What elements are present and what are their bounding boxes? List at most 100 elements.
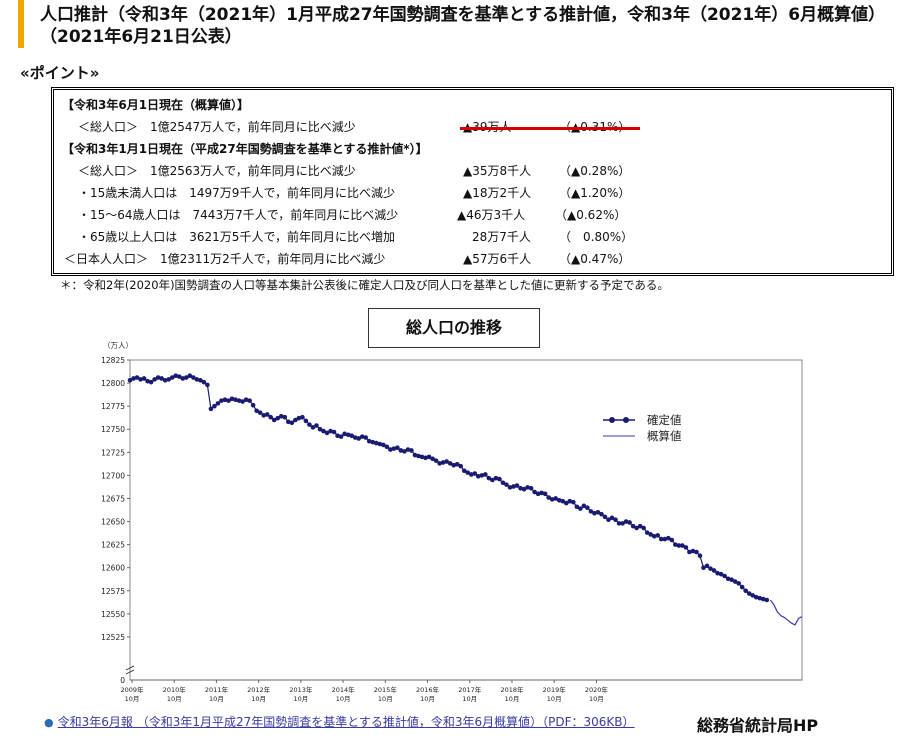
data-point [398,448,404,453]
data-point [412,452,418,458]
data-point [694,549,699,555]
data-point [169,375,175,380]
report-pdf-link[interactable]: 令和3年6月報 （令和3年1月平成27年国勢調査を基準とする推計値，令和3年6月… [57,715,635,729]
legend-kakutei-marker [609,417,615,423]
data-point [504,482,509,487]
data-point [359,434,365,439]
bottom-link-row[interactable]: ● 令和3年6月報 （令和3年1月平成27年国勢調査を基準とする推計値，令和3年6… [44,713,635,730]
y-tick-label: 12700 [101,471,125,480]
data-point [296,415,302,421]
y-tick-label: 12675 [101,494,125,503]
data-point [535,491,541,497]
data-point [567,498,573,504]
data-point [743,588,749,594]
x-tick-month: 10月 [589,695,604,703]
legend-kakutei-marker [623,417,629,423]
y-tick-label: 12775 [101,402,125,411]
data-point [162,378,168,383]
data-point [627,520,632,525]
y-tick-label: 12825 [101,356,125,365]
data-point [264,412,270,417]
x-tick-month: 10月 [336,695,351,703]
data-point [310,425,316,430]
data-point [704,563,710,569]
data-point [138,377,143,382]
data-point [321,428,326,434]
y-axis: （万人） 12825 12800 12775 12750 12725 12700 12675 1… [101,341,135,685]
data-point [571,499,576,505]
data-point [278,414,284,419]
data-point [307,422,312,427]
data-point [750,593,756,598]
data-point [609,515,615,521]
row-under15-pct: （▲1.20%） [559,186,631,200]
data-point [521,486,527,492]
row-total2-label: ＜総人口＞ 1億2563万人で，前年同月に比べ減少 [78,164,356,178]
data-point [651,534,657,539]
data-point [595,510,601,515]
data-point [183,375,189,380]
data-point [430,456,435,462]
data-point [145,378,150,384]
x-tick-month: 10月 [125,695,140,703]
data-point [715,570,720,576]
data-point [528,486,534,491]
data-point [194,377,200,382]
data-point [381,442,386,448]
data-point [335,433,340,438]
data-point [342,431,347,437]
data-point [243,397,249,402]
data-point [426,454,432,460]
section2-header: 【令和3年1月1日現在（平成27年国勢調査を基準とする推計値*）】 [62,142,428,156]
data-point [578,506,583,511]
data-point [444,459,449,464]
data-point [511,484,516,489]
data-point [303,418,309,424]
y-tick-label: 12800 [101,379,125,388]
data-point [205,382,210,388]
data-point [377,441,383,447]
row-japanese-label: ＜日本人人口＞ 1億2311万2千人で，前年同月に比べ減少 [64,252,386,266]
data-point [602,514,608,520]
data-point [219,398,224,403]
row-total2-pct: （▲0.28%） [559,164,631,178]
data-point [261,413,266,418]
data-point [623,519,629,524]
data-point [275,415,281,421]
data-point [518,486,523,491]
x-tick-month: 10月 [167,695,182,703]
x-tick-month: 10月 [378,695,393,703]
bullet-icon: ● [44,716,54,729]
data-point [690,548,696,554]
data-point [141,376,147,381]
data-point [356,436,361,441]
title-accent-bar [18,0,24,48]
data-point [187,373,193,378]
data-point [739,584,745,590]
data-point [722,573,727,579]
data-point [483,472,488,477]
data-point [630,523,636,529]
data-point [127,378,133,383]
x-tick-month: 10月 [505,695,520,703]
data-point [697,553,703,558]
data-point [226,398,231,403]
chart-series [127,373,803,626]
data-point [556,498,562,503]
data-point [345,432,351,438]
data-point [676,543,682,548]
footnote: ＊：令和2年(2020年)国勢調査の人口等基本集計公表後に確定人口及び同人口を基… [60,278,669,292]
data-point [732,579,738,584]
data-point [352,435,358,440]
x-tick-year: 2010年 [163,685,187,694]
data-point [500,480,506,486]
row-under15-change: ▲18万2千人 [463,186,532,200]
data-point [507,485,513,490]
data-point [669,537,675,543]
data-point [465,470,471,475]
row-total-population-label: ＜総人口＞ 1億2547万人で，前年同月に比べ減少 [78,120,356,134]
y-tick-label: 12625 [101,541,125,550]
y-axis-unit: （万人） [103,341,133,350]
y-tick-label: 12650 [101,518,125,527]
data-point [349,433,354,438]
